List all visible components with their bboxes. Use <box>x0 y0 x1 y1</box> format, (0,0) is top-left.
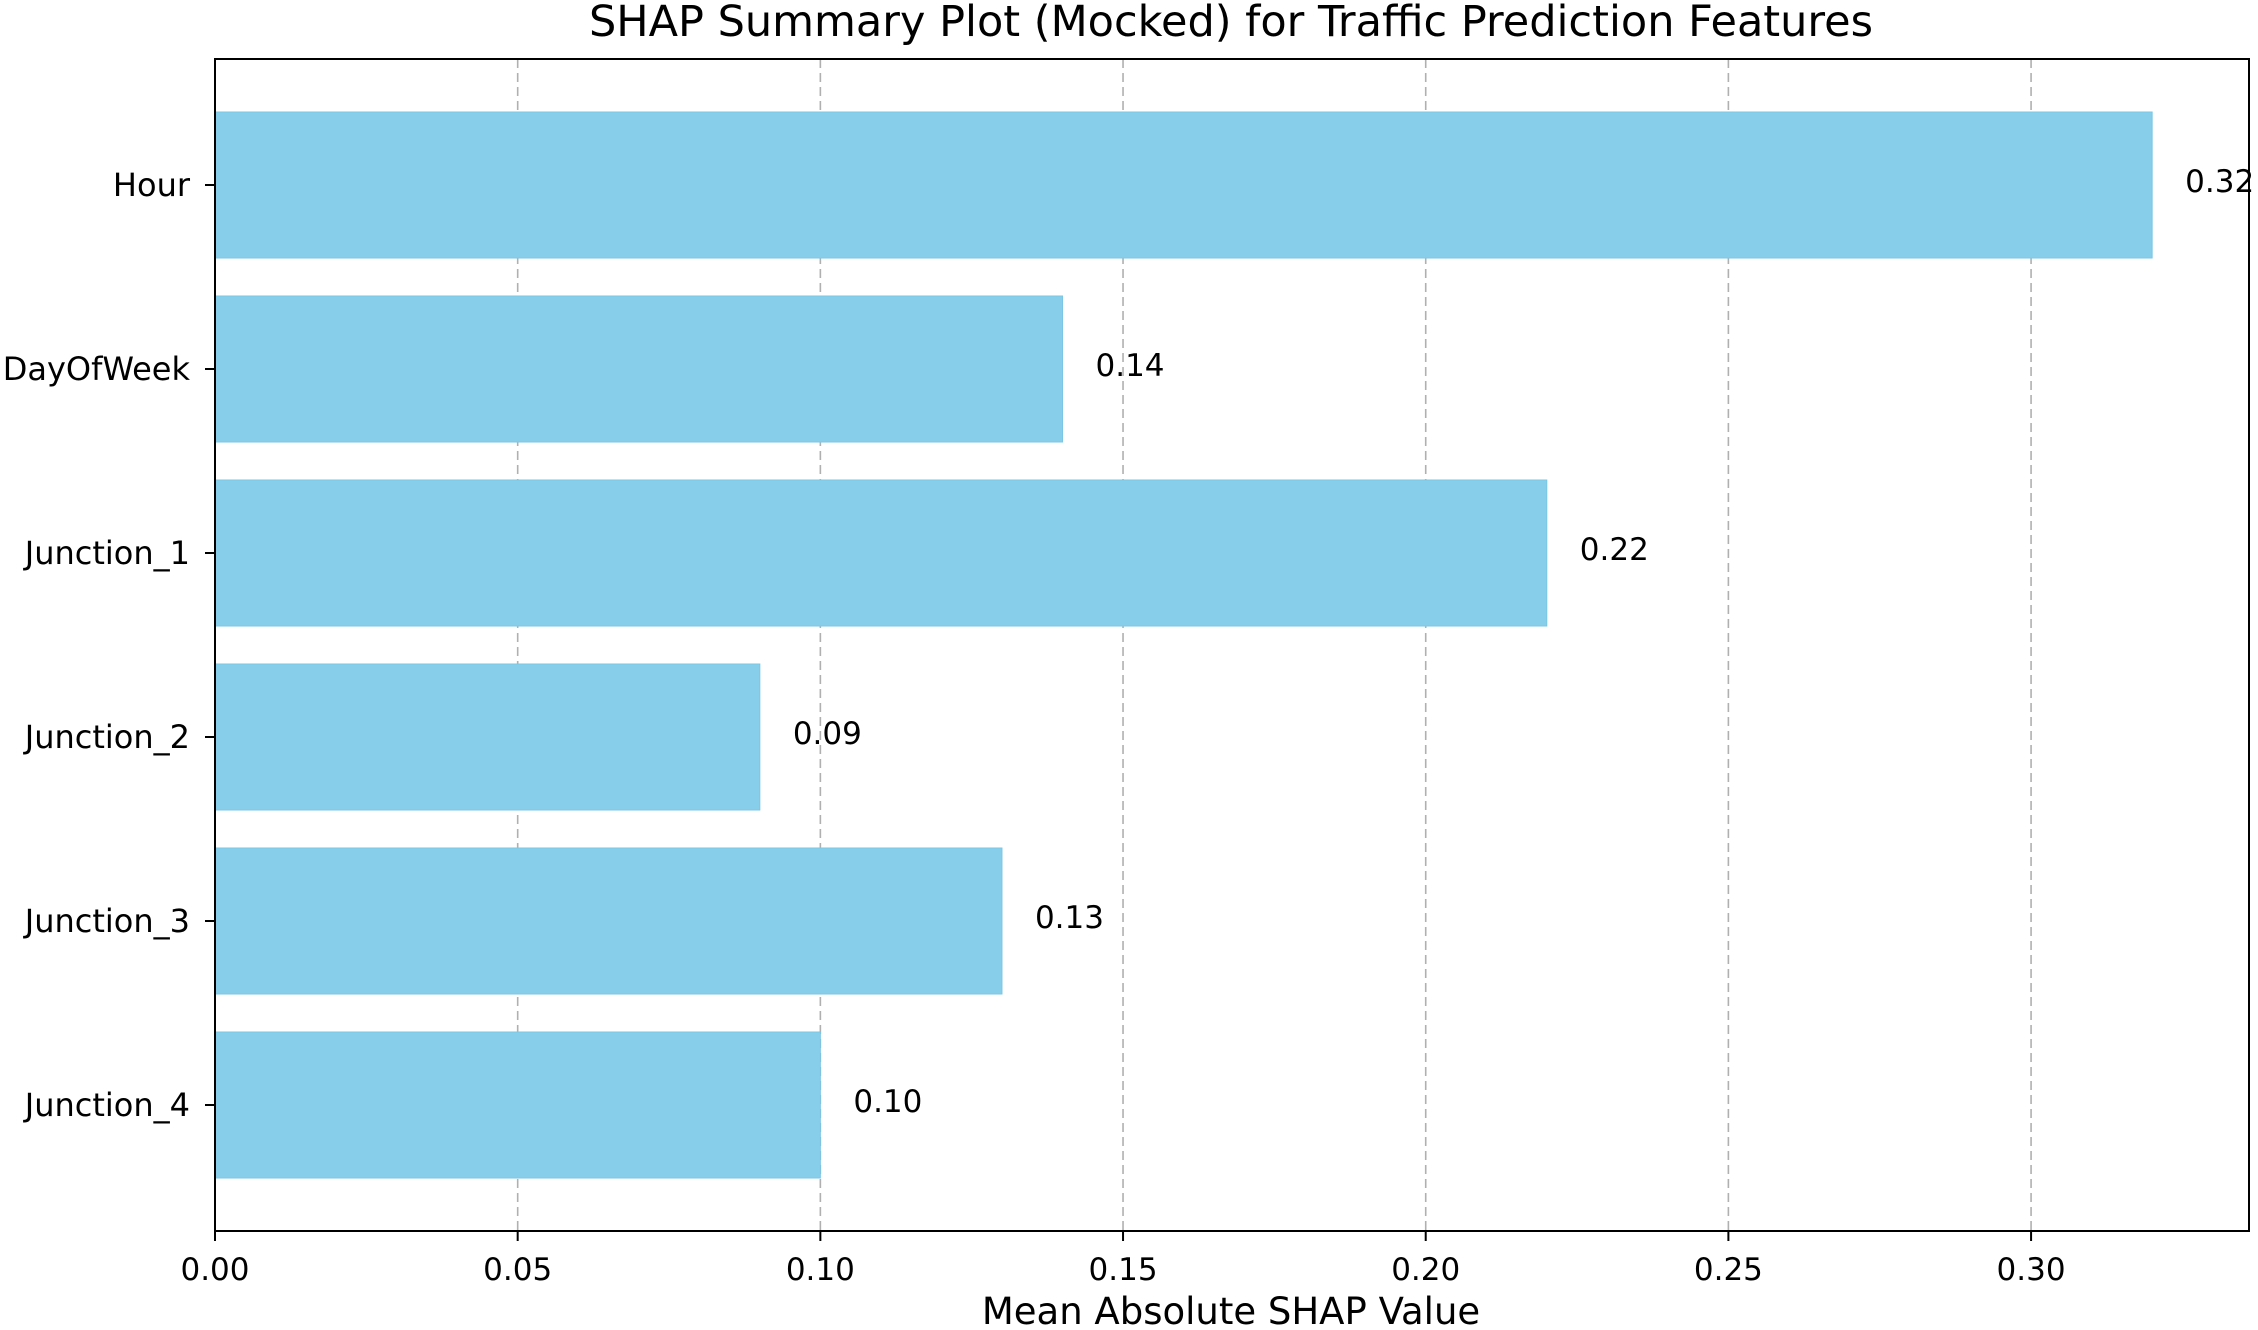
y-tick-label: Junction_3 <box>23 902 190 940</box>
bar-dayofweek <box>214 295 1063 443</box>
y-tick-label: DayOfWeek <box>3 350 191 388</box>
bar-junction-3 <box>214 847 1003 995</box>
y-tick-label: Junction_4 <box>23 1086 190 1124</box>
chart-title: SHAP Summary Plot (Mocked) for Traffic P… <box>589 0 1873 47</box>
data-label: 0.22 <box>1580 532 1649 568</box>
y-tick-label: Junction_1 <box>23 534 190 572</box>
bars <box>214 111 2153 1179</box>
x-tick-label: 0.30 <box>1997 1252 2066 1288</box>
data-label: 0.10 <box>853 1084 922 1120</box>
x-tick-label: 0.10 <box>786 1252 855 1288</box>
y-tick-label: Junction_2 <box>23 718 190 756</box>
x-tick-label: 0.20 <box>1391 1252 1460 1288</box>
x-tick-label: 0.00 <box>180 1252 249 1288</box>
bar-hour <box>214 111 2153 259</box>
x-axis-ticks: 0.00 0.05 0.10 0.15 0.20 0.25 0.30 <box>180 1231 2066 1288</box>
bar-junction-2 <box>214 663 761 811</box>
x-axis-label: Mean Absolute SHAP Value <box>982 1290 1480 1330</box>
plot-area-frame <box>214 58 2250 1232</box>
y-axis-ticks: Hour DayOfWeek Junction_1 Junction_2 Junctio… <box>3 166 215 1124</box>
data-label: 0.32 <box>2185 164 2254 200</box>
data-label: 0.13 <box>1035 900 1104 936</box>
x-tick-label: 0.05 <box>483 1252 552 1288</box>
x-tick-label: 0.15 <box>1089 1252 1158 1288</box>
y-tick-label: Hour <box>113 166 191 204</box>
data-label: 0.09 <box>793 716 862 752</box>
value-labels: 0.32 0.14 0.22 0.09 0.13 0.10 <box>793 164 2254 1120</box>
x-tick-label: 0.25 <box>1694 1252 1763 1288</box>
bar-junction-4 <box>214 1031 821 1179</box>
data-label: 0.14 <box>1096 348 1165 384</box>
bar-junction-1 <box>214 479 1548 627</box>
